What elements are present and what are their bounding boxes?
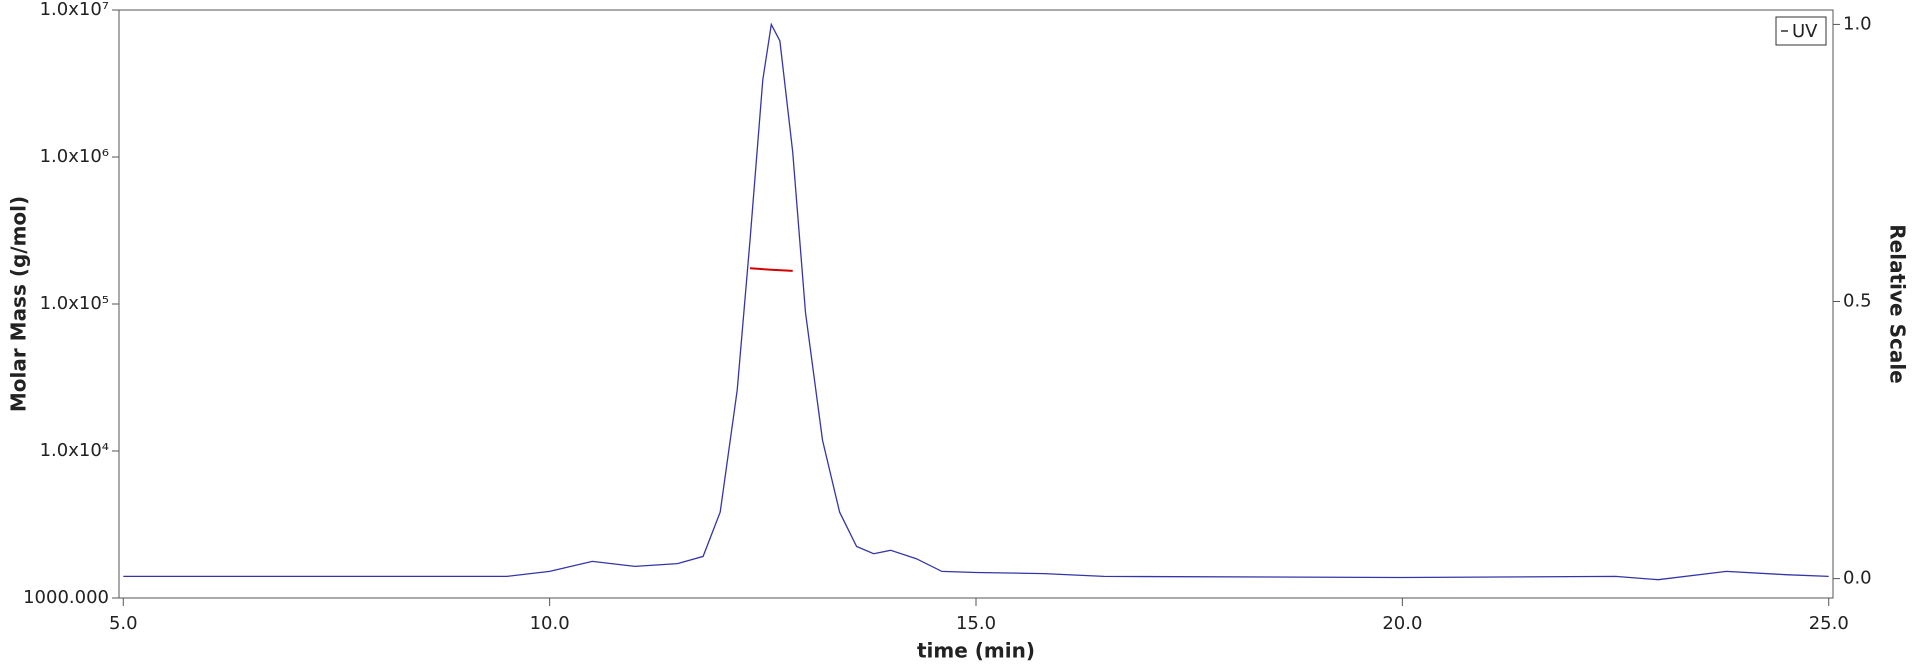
x-tick-label: 10.0	[530, 613, 570, 634]
y-tick-label: 1000.000	[23, 587, 109, 608]
x-tick-label: 20.0	[1382, 613, 1422, 634]
legend-label: UV	[1792, 21, 1818, 42]
x-axis-title: time (min)	[917, 639, 1035, 663]
x-tick-label: 5.0	[109, 613, 138, 634]
y-axis-title: Molar Mass (g/mol)	[7, 196, 31, 412]
y-tick-label: 1.0x10⁴	[40, 440, 109, 461]
y2-tick-label: 0.0	[1843, 568, 1872, 589]
y2-tick-label: 1.0	[1843, 13, 1872, 34]
y2-tick-label: 0.5	[1843, 291, 1872, 312]
series-line	[749, 267, 793, 272]
y-tick-label: 1.0x10⁶	[40, 146, 109, 167]
x-tick-label: 25.0	[1809, 613, 1849, 634]
y-tick-label: 1.0x10⁷	[40, 0, 109, 20]
y-tick-label: 1.0x10⁵	[40, 293, 109, 314]
x-tick-label: 15.0	[956, 613, 996, 634]
y2-axis-title: Relative Scale	[1886, 224, 1910, 383]
series-line	[123, 22, 1829, 581]
plot-frame	[118, 9, 1834, 599]
